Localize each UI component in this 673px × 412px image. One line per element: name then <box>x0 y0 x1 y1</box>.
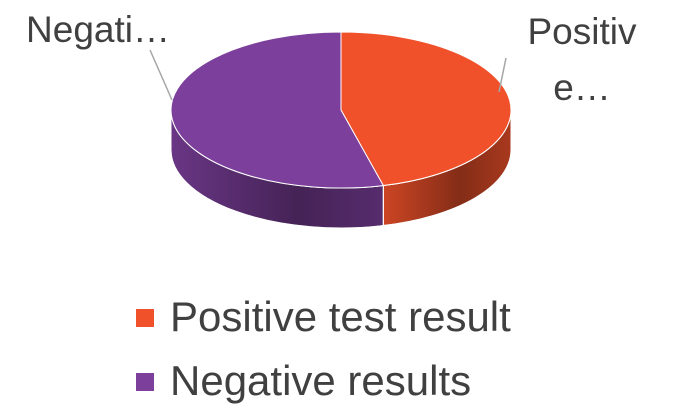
legend-label: Negative results <box>170 357 471 404</box>
legend-label: Positive test result <box>170 293 511 340</box>
slice <box>170 31 385 189</box>
legend-swatch <box>136 373 154 391</box>
data-label: Positiv <box>528 11 637 52</box>
leader-line <box>498 57 507 93</box>
data-label: e… <box>553 67 611 108</box>
leader-line <box>149 49 173 101</box>
legend-swatch <box>136 309 154 327</box>
slice <box>340 31 512 187</box>
data-label: Negati… <box>26 9 170 50</box>
